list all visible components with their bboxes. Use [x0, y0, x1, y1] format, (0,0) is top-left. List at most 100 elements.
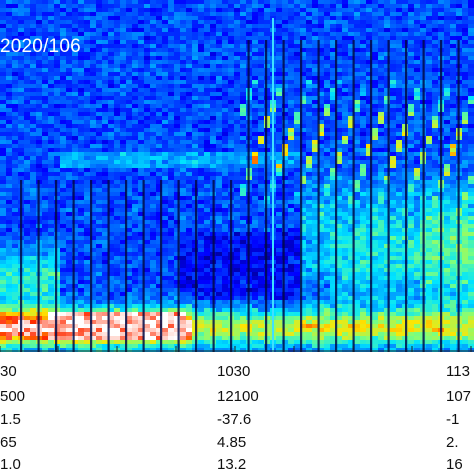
heat-cell — [108, 240, 115, 245]
heat-cell — [444, 200, 451, 205]
heat-cell — [84, 24, 91, 29]
heat-cell — [180, 232, 187, 237]
heat-cell — [24, 160, 31, 165]
heat-cell — [276, 52, 283, 57]
heat-cell — [174, 140, 181, 145]
heat-cell — [378, 120, 385, 125]
heat-cell — [90, 40, 97, 45]
heat-cell — [162, 60, 169, 65]
heat-cell — [408, 196, 415, 201]
heat-cell — [324, 128, 331, 133]
heat-cell — [60, 224, 67, 229]
heat-cell — [348, 28, 355, 33]
heat-cell — [90, 192, 97, 197]
heat-cell — [48, 184, 55, 189]
heat-cell — [396, 8, 403, 13]
heat-cell — [426, 164, 433, 169]
heat-cell — [372, 232, 379, 237]
heat-cell — [108, 184, 115, 189]
heat-cell — [432, 208, 439, 213]
heat-cell — [294, 152, 301, 157]
heat-cell — [288, 192, 295, 197]
heat-cell — [198, 4, 205, 9]
heat-cell — [186, 140, 193, 145]
heat-cell — [132, 64, 139, 69]
heat-cell — [432, 200, 439, 205]
heat-cell — [6, 88, 13, 93]
heat-cell — [126, 16, 133, 21]
heat-cell — [228, 108, 235, 113]
heat-cell — [66, 48, 73, 53]
heat-cell — [432, 48, 439, 53]
heat-cell — [330, 68, 337, 73]
heat-cell — [306, 192, 313, 197]
heat-cell — [456, 12, 463, 17]
heat-cell — [30, 52, 37, 57]
heat-cell — [30, 196, 37, 201]
heat-cell — [300, 0, 307, 5]
heat-cell — [198, 116, 205, 121]
heat-cell — [150, 140, 157, 145]
heat-cell — [276, 180, 283, 185]
heat-cell — [48, 156, 55, 161]
heat-cell — [348, 76, 355, 81]
heat-cell — [366, 148, 373, 153]
heat-cell — [462, 84, 469, 89]
heat-cell — [294, 172, 301, 177]
heat-cell — [324, 240, 331, 245]
heat-cell — [0, 252, 7, 257]
heat-cell — [240, 96, 247, 101]
heat-cell — [258, 116, 265, 121]
heat-cell — [378, 4, 385, 9]
heat-cell — [126, 184, 133, 189]
heat-cell — [312, 204, 319, 209]
heat-cell — [342, 184, 349, 189]
heat-cell — [132, 80, 139, 85]
heat-cell — [396, 40, 403, 45]
heat-cell — [192, 88, 199, 93]
heat-cell — [144, 28, 151, 33]
heat-cell — [66, 216, 73, 221]
heat-cell — [396, 204, 403, 209]
heat-cell — [18, 96, 25, 101]
heat-cell — [312, 56, 319, 61]
heat-cell — [60, 244, 67, 249]
heat-cell — [282, 232, 289, 237]
heat-cell — [264, 168, 271, 173]
heat-cell — [138, 124, 145, 129]
heat-cell — [180, 128, 187, 133]
heat-cell — [396, 108, 403, 113]
heat-cell — [0, 152, 7, 157]
heat-cell — [60, 4, 67, 9]
heat-cell — [306, 116, 313, 121]
heat-cell — [444, 80, 451, 85]
heat-cell — [294, 220, 301, 225]
heat-cell — [318, 76, 325, 81]
heat-cell — [24, 220, 31, 225]
heat-cell — [96, 88, 103, 93]
heat-cell — [414, 108, 421, 113]
heat-cell — [378, 24, 385, 29]
heat-cell — [126, 180, 133, 185]
heat-cell — [342, 224, 349, 229]
heat-cell — [234, 140, 241, 145]
heat-cell — [282, 4, 289, 9]
heat-cell — [330, 84, 337, 89]
heat-cell — [168, 28, 175, 33]
heat-cell — [318, 68, 325, 73]
heat-cell — [102, 20, 109, 25]
heat-cell — [354, 208, 361, 213]
heat-cell — [84, 12, 91, 17]
heat-cell — [156, 144, 163, 149]
heat-cell — [450, 240, 457, 245]
heat-cell — [288, 112, 295, 117]
heat-cell — [384, 196, 391, 201]
heat-cell — [378, 96, 385, 101]
heat-cell — [144, 192, 151, 197]
heat-cell — [324, 76, 331, 81]
heat-cell — [420, 32, 427, 37]
heat-cell — [6, 212, 13, 217]
heat-cell — [426, 24, 433, 29]
heat-cell — [240, 172, 247, 177]
heat-cell — [192, 160, 199, 165]
